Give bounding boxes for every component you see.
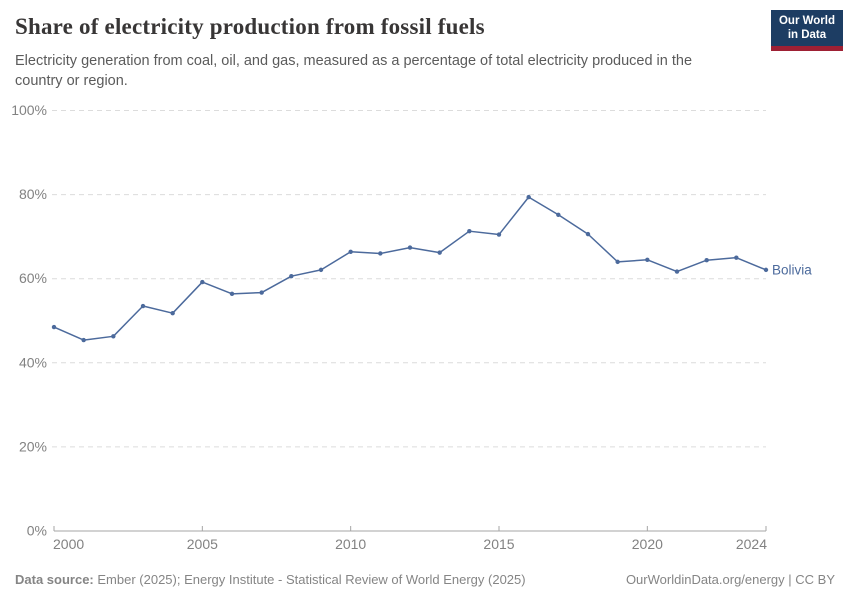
data-point <box>763 267 769 273</box>
data-point <box>437 250 442 255</box>
y-axis-tick-label: 60% <box>19 270 47 286</box>
owid-license-note: OurWorldinData.org/energy | CC BY <box>625 572 835 587</box>
chart-footer: Data source: Ember (2025); Energy Instit… <box>15 572 835 587</box>
data-point <box>526 194 531 200</box>
data-point <box>378 251 383 256</box>
data-point <box>111 334 116 339</box>
data-point <box>200 279 205 285</box>
data-point <box>51 324 57 330</box>
data-point <box>585 231 591 237</box>
x-axis-tick-label: 2024 <box>736 536 767 552</box>
data-point <box>81 337 86 343</box>
data-point <box>556 212 561 217</box>
x-axis-tick-label: 2015 <box>483 536 514 552</box>
data-source-label: Data source: <box>15 572 94 587</box>
data-point <box>674 269 680 274</box>
data-point <box>170 310 175 316</box>
owid-logo-line2: in Data <box>787 28 827 41</box>
data-point <box>645 257 650 262</box>
data-point <box>348 249 353 254</box>
owid-logo: Our World in Data <box>770 10 843 51</box>
chart-subtitle: Electricity generation from coal, oil, a… <box>15 53 693 89</box>
data-point <box>259 290 264 295</box>
series-end-label: Bolivia <box>772 262 812 277</box>
data-point <box>615 259 620 265</box>
x-axis-tick-label: 2020 <box>632 536 663 552</box>
x-axis-tick-label: 2005 <box>187 536 218 552</box>
x-axis-tick-label: 2010 <box>335 536 366 552</box>
data-point <box>467 228 472 234</box>
data-point <box>318 267 324 273</box>
data-source-text: Ember (2025); Energy Institute - Statist… <box>97 572 526 587</box>
y-axis-tick-label: 0% <box>27 523 47 539</box>
owid-logo-line1: Our World <box>778 15 835 27</box>
y-axis-tick-label: 20% <box>19 438 47 454</box>
data-source-note: Data source: Ember (2025); Energy Instit… <box>15 572 526 587</box>
data-point <box>704 257 709 263</box>
data-point <box>734 255 739 260</box>
data-point <box>140 303 146 309</box>
x-axis-tick-label: 2000 <box>53 536 84 552</box>
y-axis-tick-label: 100% <box>11 102 47 118</box>
data-point <box>496 232 502 237</box>
chart-title: Share of electricity production from fos… <box>15 14 485 39</box>
y-axis-tick-label: 80% <box>19 186 47 202</box>
data-point <box>407 245 413 250</box>
data-point <box>289 273 294 279</box>
data-point <box>229 291 235 297</box>
y-axis-tick-label: 40% <box>19 354 47 370</box>
series-line-bolivia <box>53 196 767 341</box>
